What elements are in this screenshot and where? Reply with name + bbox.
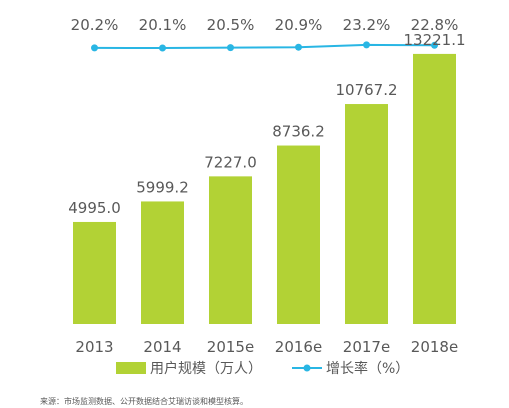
growth-line-path	[94, 43, 435, 50]
bar-value-label-2015e: 7227.0	[204, 153, 257, 171]
growth-point-2016e	[295, 43, 302, 51]
legend-bar-label: 用户规模（万人）	[150, 360, 262, 377]
growth-label-2017e: 23.2%	[343, 16, 391, 34]
growth-point-2018e	[431, 41, 438, 49]
growth-rate-line: 20.2% 20.1% 20.5% 20.9% 23.2% 22.8%	[71, 16, 459, 52]
bar-value-label-2013: 4995.0	[68, 199, 121, 217]
bar-2016e	[277, 145, 320, 324]
x-tick-2016e: 2016e	[275, 338, 322, 356]
growth-point-2013	[91, 44, 98, 52]
x-tick-2014: 2014	[143, 338, 181, 356]
bar-2018e	[413, 53, 456, 325]
legend-line-marker	[303, 364, 311, 372]
bar-value-label-2018e: 13221.1	[403, 31, 465, 49]
bar-2017e	[345, 104, 388, 324]
bar-2013	[73, 221, 116, 324]
bar-2014	[141, 201, 184, 324]
legend-bar-swatch	[116, 362, 146, 374]
growth-point-2015e	[227, 44, 234, 52]
bar-value-label-2017e: 10767.2	[335, 81, 397, 99]
x-axis-ticks: 2013 2014 2015e 2016e 2017e 2018e	[75, 338, 458, 356]
bars: 4995.0 5999.2 7227.0 8736.2 10767.2 13221.1	[68, 31, 466, 325]
growth-point-2017e	[363, 41, 370, 49]
x-tick-2013: 2013	[75, 338, 113, 356]
bar-value-label-2014: 5999.2	[136, 178, 189, 196]
growth-label-2015e: 20.5%	[207, 16, 255, 34]
bar-value-label-2016e: 8736.2	[272, 123, 325, 141]
legend: 用户规模（万人） 增长率（%）	[116, 360, 409, 377]
growth-label-2013: 20.2%	[71, 16, 119, 34]
growth-label-2016e: 20.9%	[275, 16, 323, 34]
bar-2015e	[209, 176, 252, 324]
growth-label-2018e: 22.8%	[411, 16, 459, 34]
source-footnote: 来源：市场监测数据、公开数据结合艾瑞访谈和模型核算。	[40, 396, 248, 406]
growth-point-2014	[159, 44, 166, 52]
x-tick-2018e: 2018e	[411, 338, 458, 356]
legend-line-label: 增长率（%）	[326, 360, 409, 377]
growth-label-2014: 20.1%	[139, 16, 187, 34]
x-tick-2017e: 2017e	[343, 338, 390, 356]
x-tick-2015e: 2015e	[207, 338, 254, 356]
